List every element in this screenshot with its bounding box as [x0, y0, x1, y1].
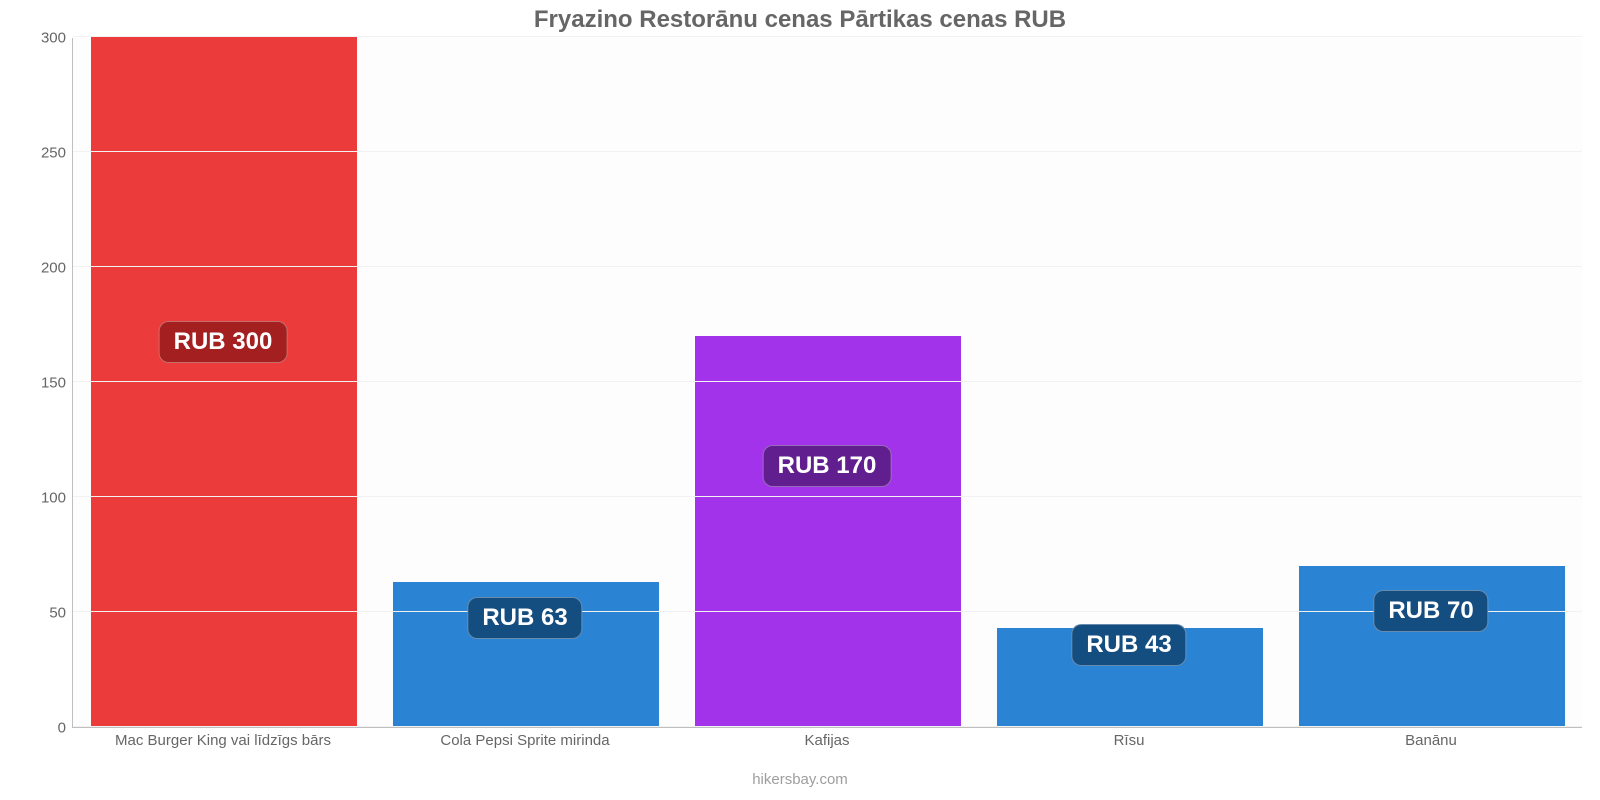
x-tick-label: Rīsu	[1114, 732, 1145, 749]
bar	[91, 37, 357, 727]
value-badge: RUB 43	[1071, 624, 1186, 666]
x-tick-label: Cola Pepsi Sprite mirinda	[440, 732, 609, 749]
value-badge: RUB 300	[159, 321, 288, 363]
chart-footer: hikersbay.com	[0, 771, 1600, 788]
value-badge: RUB 63	[467, 597, 582, 639]
y-tick-label: 250	[10, 145, 66, 162]
y-tick-label: 150	[10, 375, 66, 392]
y-tick-label: 300	[10, 30, 66, 47]
gridline	[73, 381, 1582, 382]
gridline	[73, 496, 1582, 497]
gridline	[73, 151, 1582, 152]
gridline	[73, 36, 1582, 37]
y-tick-label: 50	[10, 605, 66, 622]
plot-area	[72, 38, 1582, 728]
value-badge: RUB 170	[763, 445, 892, 487]
value-badge: RUB 70	[1373, 590, 1488, 632]
gridline	[73, 726, 1582, 727]
gridline	[73, 611, 1582, 612]
y-tick-label: 0	[10, 720, 66, 737]
y-tick-label: 200	[10, 260, 66, 277]
y-tick-label: 100	[10, 490, 66, 507]
gridline	[73, 266, 1582, 267]
chart-title: Fryazino Restorānu cenas Pārtikas cenas …	[0, 6, 1600, 34]
x-tick-label: Kafijas	[804, 732, 849, 749]
bars-container	[73, 38, 1582, 727]
x-tick-label: Banānu	[1405, 732, 1457, 749]
x-tick-label: Mac Burger King vai līdzīgs bārs	[115, 732, 331, 749]
price-bar-chart: Fryazino Restorānu cenas Pārtikas cenas …	[0, 0, 1600, 800]
bar	[695, 336, 961, 727]
